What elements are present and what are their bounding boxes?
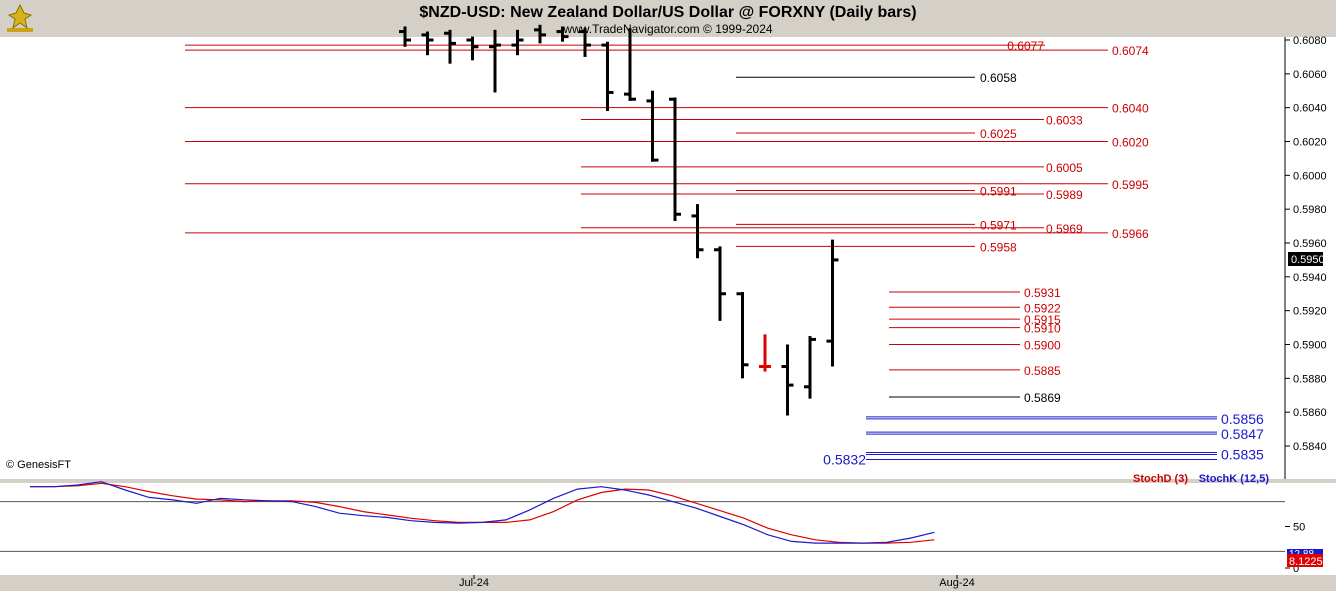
legend-stochk: StochK (12,5) — [1199, 473, 1270, 485]
stoch-plot-area — [0, 483, 1285, 575]
ohlc-bar — [534, 24, 546, 44]
level-label: 0.6025 — [980, 127, 1017, 141]
ohlc-bar — [759, 334, 771, 372]
price-tick-label: 0.5940 — [1293, 272, 1327, 284]
logo-base — [7, 28, 33, 32]
ohlc-bar — [556, 26, 569, 42]
stoch-series-line — [30, 481, 935, 544]
level-label: 0.5966 — [1112, 227, 1149, 241]
price-tick-label: 0.5880 — [1293, 373, 1327, 385]
panel-separator — [0, 479, 1336, 483]
level-label: 0.6077 — [1007, 39, 1044, 53]
price-tick-label: 0.5860 — [1293, 407, 1327, 419]
level-label: 0.6058 — [980, 71, 1017, 85]
ohlc-bar — [736, 292, 749, 379]
price-tick-label: 0.6080 — [1293, 35, 1327, 47]
ohlc-bar — [489, 29, 501, 93]
level-label: 0.5971 — [980, 218, 1017, 232]
level-label: 0.5835 — [1221, 446, 1264, 462]
ohlc-bar — [601, 41, 614, 112]
ohlc-bar — [691, 204, 704, 259]
ohlc-bar — [669, 97, 681, 222]
ohlc-bar — [399, 26, 411, 47]
trophy-figure-logo — [7, 3, 33, 32]
price-axis-ticks: 0.6080 0.6060 0.6040 0.6020 0.6000 0.5980 0.59… — [1285, 35, 1327, 453]
ohlc-bar — [511, 29, 524, 56]
price-tick-label: 0.6060 — [1293, 69, 1327, 81]
level-label: 0.5991 — [980, 185, 1017, 199]
price-tick-label: 0.5840 — [1293, 441, 1327, 453]
level-label: 0.5922 — [1024, 301, 1061, 315]
level-label: 0.5885 — [1024, 364, 1061, 378]
ohlc-bar — [781, 344, 794, 416]
stoch-tick-label: 0 — [1293, 563, 1299, 575]
level-label: 0.5900 — [1024, 339, 1061, 353]
price-tick-label: 0.5960 — [1293, 238, 1327, 250]
level-label: 0.5856 — [1221, 411, 1264, 427]
ohlc-bar — [466, 36, 479, 61]
date-tick-label: Aug-24 — [939, 577, 974, 589]
price-tick-label: 0.5900 — [1293, 340, 1327, 352]
ohlc-bar — [421, 31, 434, 56]
level-label: 0.5832 — [823, 452, 866, 468]
level-label: 0.6040 — [1112, 102, 1149, 116]
last-price-text: 0.5950 — [1291, 254, 1325, 266]
stochastic-panel: 50 012.888.1225 — [0, 481, 1323, 575]
ohlc-bar — [714, 246, 726, 321]
stochk-last-bg — [1287, 549, 1323, 558]
level-label: 0.5915 — [1024, 313, 1061, 327]
price-tick-label: 0.6000 — [1293, 170, 1327, 182]
ohlc-bar — [646, 90, 659, 162]
logo-star — [7, 3, 33, 30]
level-label: 0.6033 — [1046, 114, 1083, 128]
level-label: 0.6074 — [1112, 44, 1149, 58]
ohlc-bar — [444, 29, 456, 64]
stoch-last-values: 12.888.1225 — [1287, 549, 1323, 568]
watermark: © GenesisFT — [6, 459, 71, 471]
level-label: 0.5989 — [1046, 188, 1083, 202]
price-tick-label: 0.6020 — [1293, 137, 1327, 149]
last-price-bg — [1288, 252, 1323, 266]
level-label: 0.6005 — [1046, 161, 1083, 175]
price-levels: 0.6077 0.6074 0.6058 0.6040 0.6033 0.6025 0.60… — [185, 39, 1264, 468]
ohlc-bar — [579, 28, 591, 57]
price-tick-label: 0.5920 — [1293, 306, 1327, 318]
level-label: 0.5931 — [1024, 286, 1061, 300]
level-label: 0.5847 — [1221, 426, 1264, 442]
last-price-label: 0.5950 — [1288, 252, 1325, 266]
price-tick-label: 0.6040 — [1293, 103, 1327, 115]
title-bar — [0, 0, 1336, 37]
ohlc-bar — [624, 28, 636, 101]
ohlc-bar — [804, 336, 816, 399]
level-label: 0.6020 — [1112, 136, 1149, 150]
level-label: 0.5995 — [1112, 178, 1149, 192]
chart-subtitle: www.TradeNavigator.com © 1999-2024 — [562, 22, 772, 36]
date-tick-label: Jul-24 — [459, 577, 489, 589]
legend-stochd: StochD (3) — [1133, 473, 1188, 485]
stochd-last-text: 8.1225 — [1289, 556, 1323, 568]
stoch-tick-label: 50 — [1293, 522, 1305, 534]
stochd-last-bg — [1287, 554, 1323, 567]
ohlc-bar — [826, 239, 839, 367]
date-axis — [0, 575, 1336, 591]
date-axis-ticks: Jul-24 Aug-24 — [459, 575, 975, 589]
price-tick-label: 0.5980 — [1293, 204, 1327, 216]
level-label: 0.5958 — [980, 240, 1017, 254]
level-label: 0.5969 — [1046, 222, 1083, 236]
chart-title: $NZD-USD: New Zealand Dollar/US Dollar @… — [419, 4, 916, 21]
level-label: 0.5869 — [1024, 391, 1061, 405]
level-label: 0.5910 — [1024, 322, 1061, 336]
price-bars — [399, 24, 839, 416]
price-plot-area — [0, 37, 1285, 479]
